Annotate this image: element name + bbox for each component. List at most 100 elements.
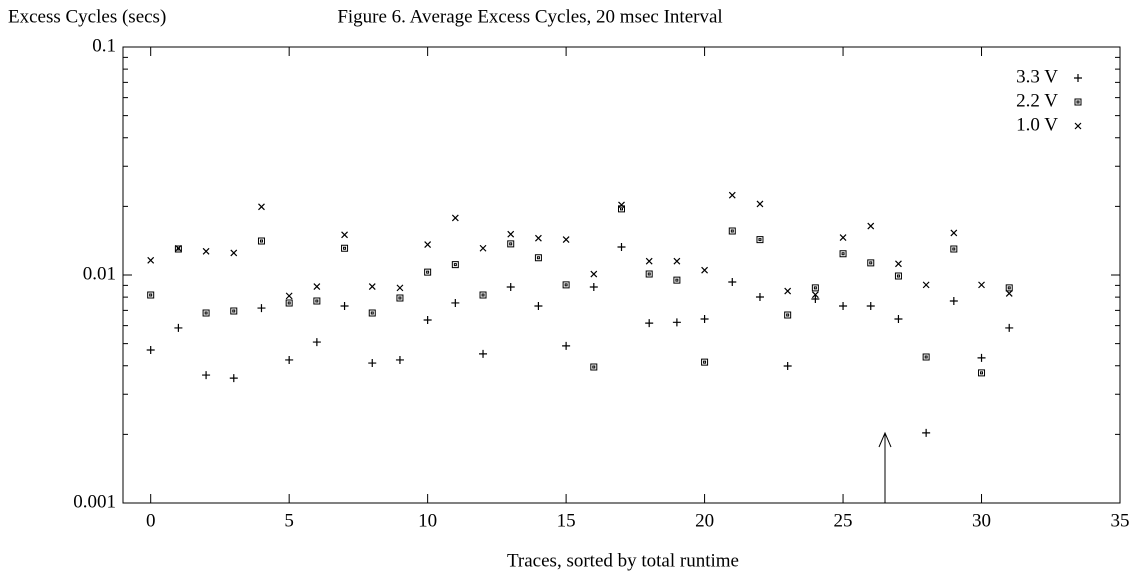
point [784, 311, 792, 319]
point [258, 203, 265, 211]
point [506, 282, 515, 291]
point [312, 338, 321, 347]
point [866, 302, 875, 311]
point [534, 234, 542, 242]
x-tick-label: 5 [284, 510, 294, 531]
y-tick-label: 0.1 [92, 35, 116, 56]
legend-label: 3.3 V [1016, 66, 1058, 87]
point [645, 257, 653, 265]
x-tick-label: 30 [972, 510, 991, 531]
y-tick-label: 0.01 [83, 263, 116, 284]
annotation-arrow [878, 431, 892, 503]
point [257, 304, 266, 313]
point [590, 363, 598, 371]
point [507, 230, 515, 238]
point [395, 355, 404, 364]
point [922, 281, 930, 289]
point [562, 341, 571, 350]
point [673, 276, 681, 284]
point [590, 270, 598, 278]
point [341, 231, 348, 239]
point [313, 283, 321, 290]
legend-marker [1074, 122, 1082, 130]
point [562, 236, 570, 244]
point [479, 349, 488, 358]
x-tick-label: 0 [146, 510, 156, 531]
point [618, 201, 625, 209]
point [230, 249, 238, 257]
point [451, 214, 459, 222]
point [756, 200, 764, 208]
point [700, 315, 709, 324]
point [784, 287, 792, 295]
point [340, 302, 349, 311]
point [147, 291, 155, 299]
point [562, 281, 570, 289]
point [894, 315, 903, 324]
x-axis-label: Traces, sorted by total runtime [507, 550, 739, 571]
point [1005, 290, 1013, 297]
point [423, 315, 432, 324]
point [617, 242, 626, 251]
point [978, 281, 985, 289]
point [978, 369, 986, 377]
point [1005, 284, 1013, 292]
point [534, 302, 543, 311]
point [783, 361, 792, 370]
point [894, 272, 902, 280]
point [867, 222, 875, 230]
point [811, 294, 820, 303]
legend-marker [1074, 74, 1082, 82]
legend-label: 2.2 V [1016, 90, 1058, 111]
y-axis-label: Excess Cycles (secs) [8, 6, 166, 27]
point [396, 284, 404, 292]
point [701, 358, 709, 366]
point [479, 291, 487, 299]
point [341, 244, 349, 252]
point [922, 353, 930, 361]
point [895, 260, 902, 268]
point [950, 229, 958, 237]
y-tick-label: 0.001 [73, 491, 116, 512]
point [507, 240, 515, 248]
legend-label: 1.0 V [1016, 114, 1058, 135]
point [645, 270, 653, 278]
point [396, 294, 404, 302]
point [728, 227, 736, 235]
point [202, 247, 210, 255]
point [728, 277, 737, 286]
x-tick-label: 35 [1111, 510, 1130, 531]
point [451, 298, 460, 307]
point [589, 282, 598, 291]
point [451, 261, 459, 269]
plot-frame [122, 46, 1121, 504]
point [479, 244, 487, 252]
point [313, 297, 321, 305]
point [257, 237, 265, 245]
x-tick-label: 25 [834, 510, 853, 531]
point [202, 309, 210, 317]
point [755, 292, 764, 301]
point [811, 284, 819, 292]
point [645, 319, 654, 328]
point [728, 191, 736, 199]
x-tick-label: 20 [695, 510, 714, 531]
x-tick-label: 15 [557, 510, 576, 531]
point [285, 299, 293, 307]
point [949, 297, 958, 306]
point [867, 259, 875, 267]
point [368, 359, 377, 368]
point [977, 353, 986, 362]
point [673, 257, 681, 265]
point [424, 268, 432, 276]
point [811, 291, 819, 299]
point [839, 250, 847, 258]
point [285, 355, 294, 364]
point [229, 374, 238, 383]
point [202, 371, 211, 380]
chart-title: Figure 6. Average Excess Cycles, 20 msec… [337, 6, 722, 27]
point [147, 256, 155, 264]
point [701, 266, 709, 274]
point [922, 428, 931, 437]
